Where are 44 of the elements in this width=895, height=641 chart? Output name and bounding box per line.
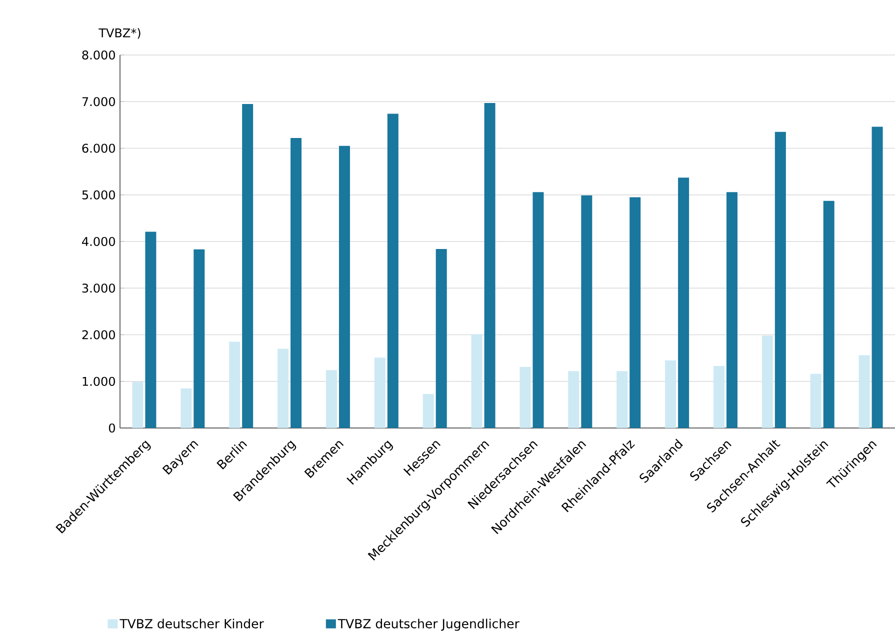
bar	[630, 197, 641, 428]
y-tick-label: 5.000	[82, 190, 115, 200]
y-tick-label: 0	[108, 423, 116, 433]
bar	[484, 103, 496, 428]
bar	[145, 232, 156, 428]
bar	[823, 200, 834, 428]
bar	[616, 371, 628, 428]
bar	[387, 114, 398, 428]
legend-label: TVBZ deutscher Kinder	[120, 618, 264, 628]
y-tick-label: 8.000	[82, 50, 115, 60]
bar	[665, 360, 676, 428]
bar	[678, 178, 690, 428]
bar	[713, 366, 724, 428]
bar	[810, 374, 822, 428]
bar	[242, 104, 254, 428]
bar	[762, 336, 773, 428]
bar	[858, 355, 870, 428]
bar	[326, 370, 337, 428]
bar	[568, 371, 580, 428]
bar	[422, 394, 434, 428]
y-tick-label: 2.000	[82, 330, 115, 340]
y-tick-label: 3.000	[82, 284, 115, 293]
legend-label: TVBZ deutscher Jugendlicher	[338, 618, 520, 631]
bar	[278, 348, 289, 428]
bar	[872, 126, 883, 428]
bar	[774, 132, 786, 428]
bar	[532, 192, 544, 428]
bar	[436, 248, 447, 428]
bar	[132, 382, 144, 428]
y-axis-title: TVBZ*)	[98, 28, 140, 39]
y-tick-label: 4.000	[82, 236, 115, 246]
y-tick-label: 6.000	[82, 144, 115, 153]
y-tick-label: 7.000	[82, 97, 115, 106]
bar	[374, 358, 386, 428]
bar	[194, 249, 205, 428]
bar	[581, 195, 592, 428]
bar	[180, 388, 192, 428]
bar	[471, 334, 482, 428]
bar	[229, 342, 240, 428]
bar	[290, 138, 302, 428]
bar	[338, 146, 350, 428]
y-tick-label: 1.000	[82, 376, 115, 386]
bar	[726, 192, 738, 428]
bar	[520, 366, 531, 428]
